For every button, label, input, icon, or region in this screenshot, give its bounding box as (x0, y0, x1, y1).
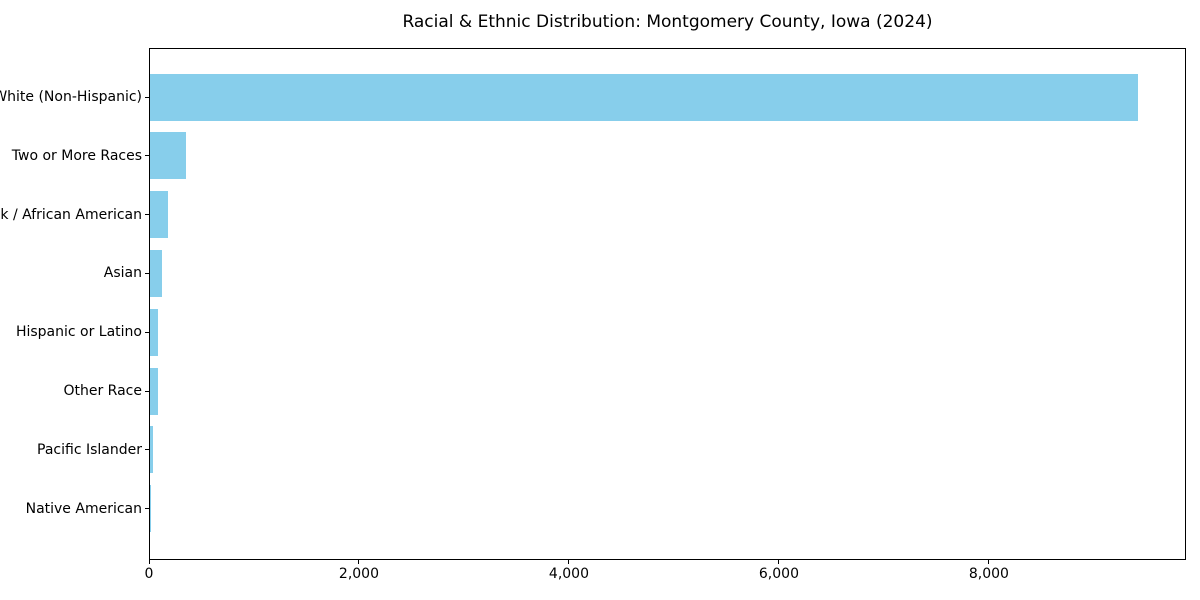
y-axis-category-label: Asian (103, 265, 142, 282)
bar (150, 191, 168, 239)
bar (150, 73, 1138, 121)
bar (150, 132, 186, 180)
y-tick-mark (145, 272, 149, 274)
y-axis-category-label: Other Race (63, 383, 142, 399)
y-axis-category-label: Black / African American (0, 206, 142, 223)
bar (150, 249, 162, 297)
y-axis-category-label: Two or More Races (11, 147, 142, 164)
x-tick-mark (568, 560, 570, 564)
y-tick-mark (145, 390, 149, 392)
x-tick-mark (778, 560, 780, 564)
y-tick-mark (145, 214, 149, 216)
x-axis-tick-label: 4,000 (548, 566, 589, 582)
chart-title: Racial & Ethnic Distribution: Montgomery… (402, 12, 933, 32)
x-axis-tick-label: 0 (144, 566, 154, 582)
y-tick-mark (145, 508, 149, 510)
y-tick-mark (145, 449, 149, 451)
y-tick-mark (145, 331, 149, 333)
plot-area (149, 48, 1186, 560)
bar (150, 426, 153, 474)
y-axis-category-label: Hispanic or Latino (15, 324, 142, 341)
y-tick-mark (145, 155, 149, 157)
x-axis-tick-label: 6,000 (758, 566, 799, 582)
x-axis-tick-label: 2,000 (338, 566, 380, 582)
y-axis-category-label: White (Non-Hispanic) (0, 89, 142, 105)
x-tick-mark (148, 560, 150, 564)
bar (150, 308, 158, 356)
y-tick-mark (145, 96, 149, 98)
x-axis-tick-label: 8,000 (968, 566, 1009, 582)
y-axis-category-label: Native American (25, 500, 142, 517)
bar (150, 485, 151, 533)
y-axis-category-label: Pacific Islander (37, 441, 142, 458)
x-tick-mark (988, 560, 990, 564)
x-tick-mark (358, 560, 360, 564)
bar (150, 367, 158, 415)
